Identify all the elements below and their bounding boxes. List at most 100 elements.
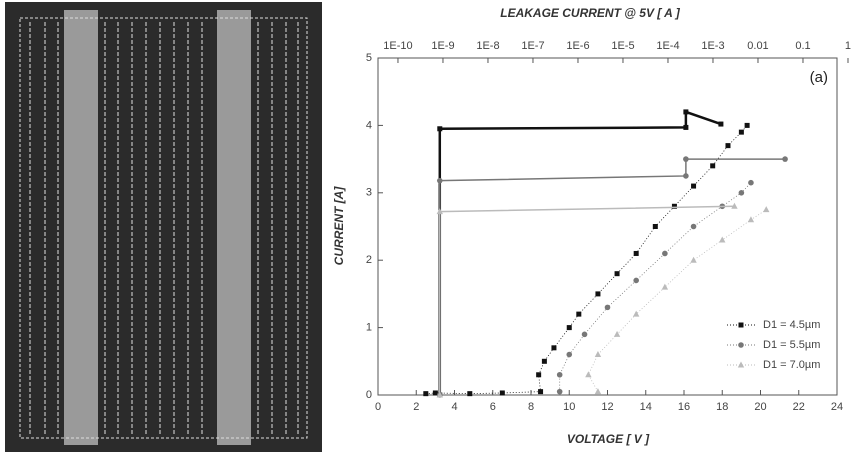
point [432,390,438,396]
point [661,283,669,290]
point [690,256,697,263]
leakage-line [439,205,735,395]
point [614,271,620,277]
point [782,156,788,162]
point [556,371,563,378]
point [725,143,731,149]
point [744,122,750,128]
point [738,190,745,196]
y-tick-label: 5 [366,52,372,64]
point [690,223,697,230]
point [423,391,429,397]
x-tick-label: 14 [640,401,652,413]
iv-line [587,209,767,392]
legend-marker [738,342,744,348]
x2-tick-label: 1E-10 [383,40,412,52]
x-tick-label: 22 [793,401,805,413]
point [748,179,754,186]
y-tick-label: 3 [366,187,372,199]
x-tick-label: 2 [413,401,419,413]
annotation: (a) [810,69,828,86]
x-tick-label: 6 [490,401,496,413]
point [467,391,473,397]
y-axis-title: CURRENT [A] [332,186,346,266]
point [683,156,689,162]
point [691,183,697,189]
point [551,345,557,351]
point [683,173,689,179]
x2-tick-label: 1E-7 [521,40,544,52]
x-tick-label: 18 [716,401,728,413]
point [652,224,658,229]
point [613,330,621,337]
legend-marker [737,361,745,368]
x-axis-title: VOLTAGE [ V ] [567,432,650,446]
point [576,311,582,317]
point [595,291,601,297]
x2-tick-label: 1E-6 [566,40,589,52]
layout-stripe [64,10,98,445]
legend-marker [738,322,744,328]
x-tick-label: 16 [678,401,690,413]
legend-label: D1 = 5.5µm [763,339,820,351]
point [747,216,755,223]
point [738,129,744,135]
point [437,126,443,132]
point [718,121,724,127]
x-tick-label: 8 [528,401,534,413]
point [436,391,443,398]
point [719,236,726,243]
legend-label: D1 = 7.0µm [763,359,820,371]
point [436,208,443,215]
x2-tick-label: 0.01 [747,40,768,52]
x2-tick-label: 1E-3 [701,40,724,52]
point [671,203,677,209]
iv-line [425,125,748,395]
point [633,250,639,256]
point [604,304,611,311]
point [594,351,602,358]
layout-stripe [217,10,251,445]
point [499,390,505,396]
layout-image [5,2,322,452]
point [436,177,443,184]
point [556,388,563,395]
point [633,277,639,284]
x-tick-label: 12 [601,401,613,413]
iv-line [559,182,752,392]
point [538,389,544,395]
x-tick-label: 4 [451,401,457,413]
point [683,124,689,130]
point [581,331,588,338]
point [536,372,542,378]
point [566,351,573,358]
x2-tick-label: 1E-9 [431,40,454,52]
point [731,202,738,209]
layout-background [5,2,322,452]
y-tick-label: 4 [366,119,372,131]
legend-label: D1 = 4.5µm [763,319,820,331]
x2-tick-label: 1 [845,40,851,52]
x2-tick-label: 0.1 [795,40,810,52]
x2-axis-title: LEAKAGE CURRENT @ 5V [ A ] [500,6,680,20]
point [632,310,640,317]
x-tick-label: 0 [375,401,381,413]
x-tick-label: 24 [831,401,843,413]
point [585,371,592,378]
point [710,163,716,169]
leakage-line [439,158,786,395]
layout-outline [19,17,308,439]
y-tick-label: 1 [366,322,372,334]
y-tick-label: 2 [366,254,372,266]
x2-tick-label: 1E-8 [476,40,499,52]
y-tick-label: 0 [366,389,372,401]
point [662,250,668,257]
x-tick-label: 10 [563,401,575,413]
point [683,109,689,115]
x2-tick-label: 1E-5 [611,40,634,52]
point [541,358,547,364]
point [594,388,602,395]
x2-tick-label: 1E-4 [656,40,679,52]
